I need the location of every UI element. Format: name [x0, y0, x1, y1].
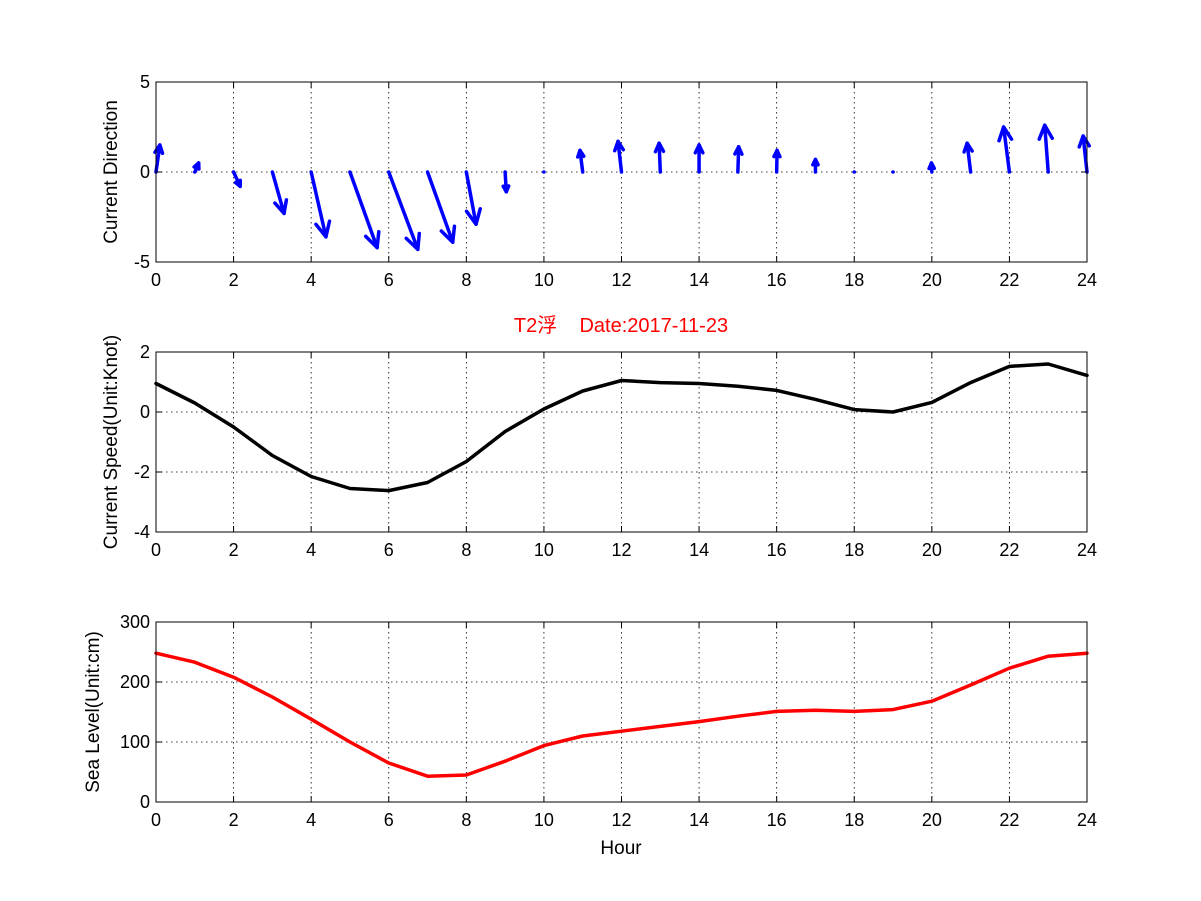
x-tick-label: 10	[534, 540, 554, 560]
direction-arrow	[997, 125, 1014, 174]
x-tick-label: 16	[767, 810, 787, 830]
x-tick-label: 14	[689, 810, 709, 830]
y-tick-label: 0	[140, 792, 150, 812]
x-tick-label: 14	[689, 270, 709, 290]
x-tick-label: 2	[229, 270, 239, 290]
y-tick-label: 0	[140, 162, 150, 182]
panel-1-x-ticks: 0 2 4 6 8 10 12 14 16 18 20 22 24	[151, 82, 1097, 290]
panel-3-line	[154, 651, 1089, 778]
x-tick-label: 18	[844, 270, 864, 290]
x-tick-label: 18	[844, 810, 864, 830]
x-tick-label: 12	[611, 810, 631, 830]
direction-arrow	[309, 170, 332, 239]
x-tick-label: 0	[151, 540, 161, 560]
series-line	[154, 651, 1089, 778]
panel-3-x-ticks: 0 2 4 6 8 10 12 14 16 18 20 22 24	[151, 622, 1097, 830]
panel-3-xlabel: Hour	[600, 838, 642, 859]
x-tick-label: 22	[999, 810, 1019, 830]
x-tick-label: 18	[844, 540, 864, 560]
panel-3-grid	[156, 622, 1087, 802]
x-tick-label: 12	[611, 270, 631, 290]
x-tick-label: 10	[534, 270, 554, 290]
direction-arrow	[231, 170, 243, 189]
panel-2-grid	[156, 352, 1087, 532]
x-tick-label: 6	[384, 810, 394, 830]
panel-3-ylabel: Sea Level(Unit:cm)	[83, 631, 104, 793]
x-tick-label: 24	[1077, 810, 1097, 830]
direction-arrow	[348, 170, 381, 250]
direction-arrow	[387, 170, 422, 252]
panel-1-arrows	[153, 123, 1091, 252]
panel-1-y-ticks: -5 0 5	[134, 72, 1087, 272]
direction-arrow	[653, 141, 666, 174]
x-tick-label: 6	[384, 270, 394, 290]
x-tick-label: 4	[306, 270, 316, 290]
x-tick-label: 2	[229, 810, 239, 830]
x-tick-label: 20	[922, 270, 942, 290]
x-tick-label: 4	[306, 540, 316, 560]
x-tick-label: 22	[999, 540, 1019, 560]
y-tick-label: 100	[120, 732, 150, 752]
y-tick-label: 300	[120, 612, 150, 632]
direction-arrow	[693, 143, 705, 174]
panel-3-y-ticks: 0 100 200 300	[120, 612, 1087, 812]
y-tick-label: -5	[134, 252, 150, 272]
x-tick-label: 22	[999, 270, 1019, 290]
x-tick-label: 20	[922, 540, 942, 560]
direction-arrow	[962, 141, 974, 174]
panel-2-ylabel: Current Speed(Unit:Knot)	[101, 335, 122, 549]
direction-arrow	[576, 148, 586, 174]
panel-2-y-ticks: -4 -2 0 2	[134, 342, 1087, 542]
direction-arrow	[852, 170, 857, 174]
x-tick-label: 6	[384, 540, 394, 560]
direction-arrow	[613, 139, 626, 174]
panel-current-speed: T2浮 Date:2017-11-23 0 2 4 6 8 10 12 14 16 18 20 22 2…	[101, 314, 1097, 560]
series-line	[154, 362, 1089, 493]
direction-arrow	[1037, 123, 1054, 174]
x-tick-label: 24	[1077, 540, 1097, 560]
x-tick-label: 20	[922, 810, 942, 830]
x-tick-label: 8	[461, 540, 471, 560]
direction-arrow	[425, 170, 457, 244]
x-tick-label: 12	[611, 540, 631, 560]
direction-arrow	[1077, 134, 1091, 174]
x-tick-label: 2	[229, 540, 239, 560]
panel-1-ylabel: Current Direction	[101, 100, 122, 244]
direction-arrow	[927, 161, 937, 174]
direction-arrow	[192, 161, 201, 174]
panel-current-direction: 0 2 4 6 8 10 12 14 16 18 20 22 24 -505 Current Direc…	[101, 72, 1097, 290]
x-tick-label: 8	[461, 810, 471, 830]
y-tick-label: 200	[120, 672, 150, 692]
panel-2-line	[154, 362, 1089, 493]
y-tick-label: 2	[140, 342, 150, 362]
direction-arrow	[153, 143, 165, 174]
y-tick-label: 5	[140, 72, 150, 92]
direction-arrow	[542, 170, 546, 174]
chart-title: T2浮 Date:2017-11-23	[514, 314, 728, 337]
x-tick-label: 16	[767, 540, 787, 560]
x-tick-label: 14	[689, 540, 709, 560]
panel-2-x-ticks: 0 2 4 6 8 10 12 14 16 18 20 22 24	[151, 352, 1097, 560]
direction-arrow	[270, 170, 289, 216]
direction-arrow	[464, 170, 482, 226]
direction-arrow	[501, 170, 511, 194]
x-tick-label: 4	[306, 810, 316, 830]
direction-arrow	[811, 157, 820, 174]
y-tick-label: -2	[134, 462, 150, 482]
y-tick-label: -4	[134, 522, 150, 542]
x-tick-label: 24	[1077, 270, 1097, 290]
x-tick-label: 10	[534, 810, 554, 830]
y-tick-label: 0	[140, 402, 150, 422]
direction-arrow	[772, 148, 782, 174]
x-tick-label: 8	[461, 270, 471, 290]
direction-arrow	[891, 170, 895, 174]
x-tick-label: 0	[151, 810, 161, 830]
x-tick-label: 16	[767, 270, 787, 290]
x-tick-label: 0	[151, 270, 161, 290]
direction-arrow	[733, 145, 744, 174]
